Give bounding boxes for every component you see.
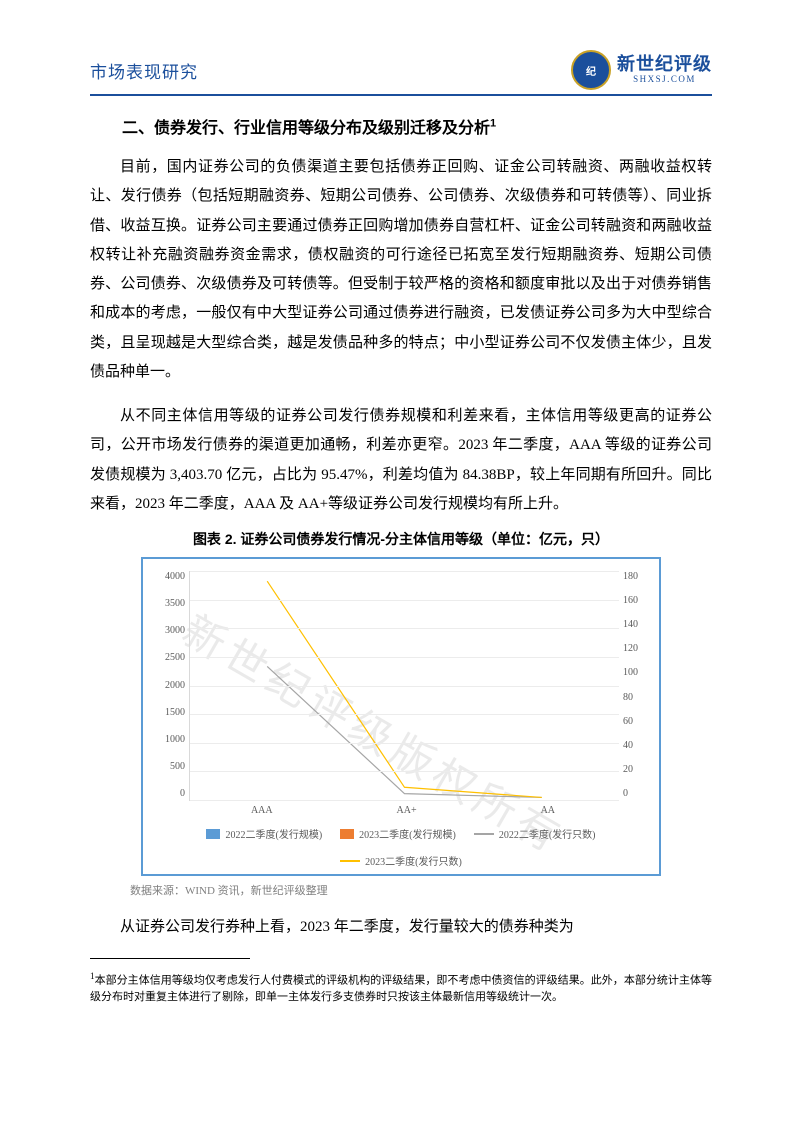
y-right-tick: 120 [623, 643, 638, 654]
footnote-body: 本部分主体信用等级均仅考虑发行人付费模式的评级机构的评级结果，即不考虑中债资信的… [90, 975, 712, 1004]
y-right-tick: 160 [623, 595, 638, 606]
y-left-tick: 2500 [165, 652, 185, 663]
section-title-text: 二、债券发行、行业信用等级分布及级别迁移及分析 [122, 120, 490, 137]
brand-cn: 新世纪评级 [617, 55, 712, 75]
gridline [190, 628, 619, 629]
y-right-tick: 60 [623, 716, 633, 727]
gridline [190, 600, 619, 601]
y-axis-right: 180 160 140 120 100 80 60 40 20 0 [619, 571, 649, 801]
y-right-tick: 100 [623, 667, 638, 678]
gridline [190, 771, 619, 772]
legend-item-line-2022: 2022二季度(发行只数) [474, 826, 596, 841]
page-header: 市场表现研究 纪 新世纪评级 SHXSJ.COM [90, 50, 712, 96]
y-left-tick: 1000 [165, 734, 185, 745]
brand-logo-icon: 纪 [571, 50, 611, 90]
paragraph-1: 目前，国内证券公司的负债渠道主要包括债券正回购、证金公司转融资、两融收益权转让、… [90, 153, 712, 387]
legend-label: 2023二季度(发行规模) [359, 826, 456, 841]
y-right-tick: 0 [623, 788, 628, 799]
y-right-tick: 40 [623, 740, 633, 751]
y-left-tick: 4000 [165, 571, 185, 582]
footnote-text: 1本部分主体信用等级均仅考虑发行人付费模式的评级机构的评级结果，即不考虑中债资信… [90, 970, 712, 1006]
line-series [267, 581, 542, 797]
chart-plot-area: 40003500300025002000150010005000 1801601… [153, 571, 649, 801]
y-left-tick: 2000 [165, 680, 185, 691]
y-right-tick: 80 [623, 692, 633, 703]
gridline [190, 686, 619, 687]
chart-title: 图表 2. 证券公司债券发行情况-分主体信用等级（单位：亿元，只） [90, 529, 712, 549]
y-left-tick: 3000 [165, 625, 185, 636]
y-right-tick: 140 [623, 619, 638, 630]
legend-label: 2023二季度(发行只数) [365, 853, 462, 868]
header-category: 市场表现研究 [90, 58, 198, 83]
x-tick-label: AAA [251, 805, 273, 816]
legend-item-bar-2023: 2023二季度(发行规模) [340, 826, 456, 841]
paragraph-3: 从证券公司发行券种上看，2023 年二季度，发行量较大的债券种类为 [90, 913, 712, 942]
y-right-tick: 20 [623, 764, 633, 775]
x-tick-label: AA [541, 805, 555, 816]
x-axis: AAA AA+ AA [153, 801, 649, 816]
legend-swatch-icon [340, 829, 354, 839]
legend-swatch-icon [474, 833, 494, 835]
gridline [190, 657, 619, 658]
gridline [190, 714, 619, 715]
gridline [190, 743, 619, 744]
paragraph-2: 从不同主体信用等级的证券公司发行债券规模和利差来看，主体信用等级更高的证券公司，… [90, 402, 712, 519]
gridline [190, 800, 619, 801]
x-tick-label: AA+ [397, 805, 417, 816]
document-page: 市场表现研究 纪 新世纪评级 SHXSJ.COM 二、债券发行、行业信用等级分布… [0, 0, 802, 1133]
legend-item-line-2023: 2023二季度(发行只数) [340, 853, 462, 868]
y-left-tick: 500 [170, 761, 185, 772]
y-left-tick: 3500 [165, 598, 185, 609]
legend-item-bar-2022: 2022二季度(发行规模) [206, 826, 322, 841]
section-title-footnote-ref: 1 [490, 118, 496, 130]
legend-swatch-icon [206, 829, 220, 839]
y-left-tick: 0 [180, 788, 185, 799]
y-right-tick: 180 [623, 571, 638, 582]
y-axis-left: 4000 3500 3000 2500 2000 1500 1000 500 0 [153, 571, 189, 801]
y-left-tick: 1500 [165, 707, 185, 718]
chart-legend: 2022二季度(发行规模) 2023二季度(发行规模) 2022二季度(发行只数… [153, 826, 649, 868]
section-title: 二、债券发行、行业信用等级分布及级别迁移及分析1 [90, 114, 712, 138]
legend-label: 2022二季度(发行只数) [499, 826, 596, 841]
footnote-rule [90, 958, 250, 959]
chart-container: 新世纪评级版权所有 400035003000250020001500100050… [141, 557, 661, 876]
chart-source: 数据来源：WIND 资讯，新世纪评级整理 [130, 882, 712, 898]
brand-en: SHXSJ.COM [617, 75, 712, 85]
brand-block: 纪 新世纪评级 SHXSJ.COM [571, 50, 712, 90]
legend-swatch-icon [340, 860, 360, 862]
legend-label: 2022二季度(发行规模) [225, 826, 322, 841]
brand-text: 新世纪评级 SHXSJ.COM [617, 55, 712, 85]
gridline [190, 571, 619, 572]
plot-region [189, 571, 619, 801]
